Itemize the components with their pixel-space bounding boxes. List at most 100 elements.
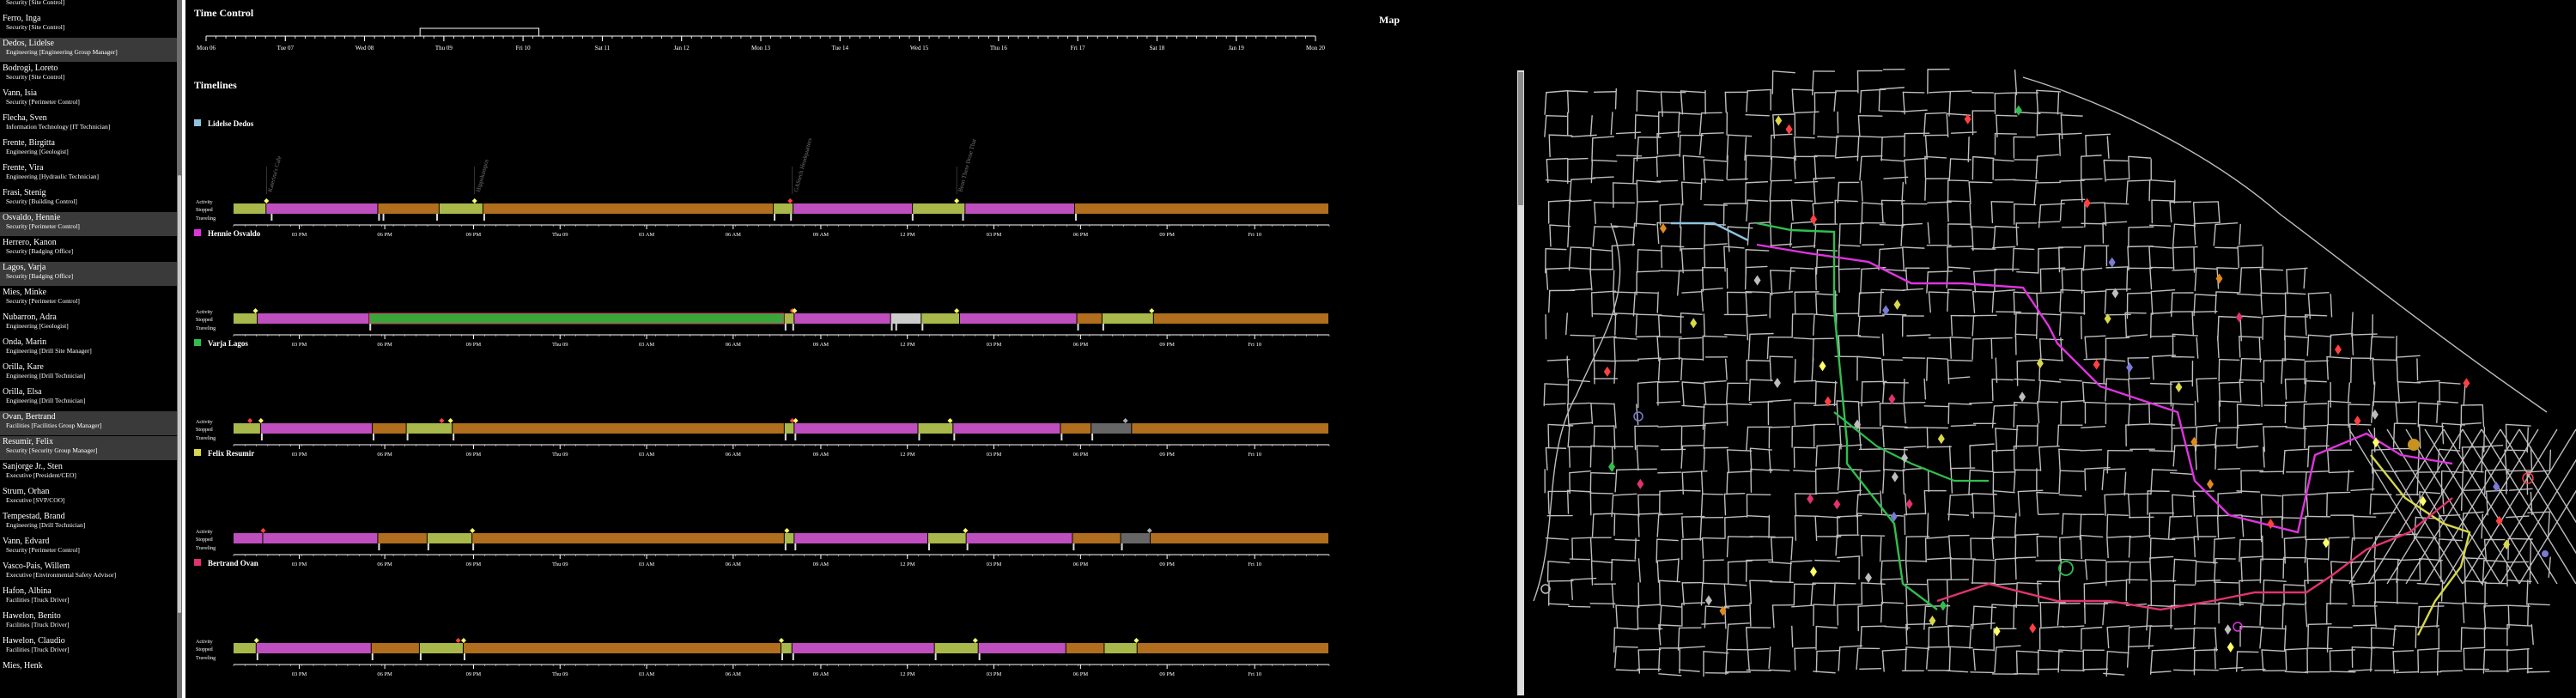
location-marker[interactable]: [1864, 572, 1872, 583]
travel-mark[interactable]: [1121, 543, 1123, 550]
stop-segment[interactable]: [1132, 423, 1328, 434]
stop-segment[interactable]: [234, 203, 266, 214]
location-marker[interactable]: [2371, 409, 2379, 420]
employee-item[interactable]: Ferro, Inga Security [Site Control]: [0, 13, 177, 37]
person-route[interactable]: [2370, 454, 2471, 636]
location-marker[interactable]: [1637, 478, 1644, 489]
location-marker[interactable]: [1833, 499, 1841, 510]
location-marker[interactable]: [1888, 393, 1896, 404]
location-marker[interactable]: [1854, 419, 1862, 430]
location-marker[interactable]: [1603, 366, 1611, 377]
location-marker[interactable]: [2235, 312, 2243, 323]
stop-segment[interactable]: [1102, 313, 1153, 324]
employee-item[interactable]: Herrero, Kanon Security [Badging Office]: [0, 237, 177, 261]
travel-mark[interactable]: [784, 434, 787, 440]
location-marker[interactable]: [2207, 479, 2215, 490]
location-marker[interactable]: [2058, 561, 2074, 576]
employee-item[interactable]: Sanjorge Jr., Sten Executive [President/C…: [0, 461, 177, 485]
activity-marker[interactable]: [787, 198, 793, 203]
location-marker[interactable]: [1785, 124, 1793, 135]
stop-segment[interactable]: [463, 643, 781, 653]
travel-mark[interactable]: [472, 543, 475, 550]
location-marker[interactable]: [2111, 288, 2119, 299]
location-marker[interactable]: [2093, 359, 2100, 370]
employee-item[interactable]: Hafon, Albina Facilities [Truck Driver]: [0, 586, 177, 610]
stop-segment[interactable]: [774, 203, 793, 214]
location-marker[interactable]: [1704, 595, 1712, 606]
location-marker[interactable]: [1810, 214, 1818, 225]
travel-mark[interactable]: [978, 653, 981, 660]
travel-mark[interactable]: [1077, 324, 1079, 331]
travel-mark[interactable]: [792, 653, 794, 660]
stop-segment[interactable]: [378, 533, 427, 543]
timelines-scrollbar[interactable]: [1517, 70, 1524, 695]
location-marker[interactable]: [2036, 358, 2044, 369]
stop-segment[interactable]: [373, 423, 406, 434]
activity-marker[interactable]: [963, 528, 969, 533]
location-marker[interactable]: [2227, 641, 2234, 652]
activity-marker[interactable]: [779, 638, 784, 643]
stop-segment[interactable]: [234, 313, 258, 324]
activity-marker[interactable]: [789, 418, 795, 423]
stop-segment[interactable]: [266, 203, 378, 214]
time-control-axis[interactable]: Mon 06 Tue 07 Wed 08 Thu 09 Fri 10 Sat 11 Jan …: [185, 17, 1525, 60]
location-marker[interactable]: [2267, 519, 2275, 530]
travel-mark[interactable]: [927, 543, 930, 550]
travel-mark[interactable]: [774, 214, 776, 221]
activity-marker[interactable]: [1122, 418, 1128, 423]
travel-mark[interactable]: [1074, 214, 1077, 221]
travel-mark[interactable]: [781, 653, 783, 660]
travel-mark[interactable]: [911, 214, 914, 221]
employee-item[interactable]: Nubarron, Adra Engineering [Geologist]: [0, 312, 177, 336]
travel-mark[interactable]: [934, 653, 937, 660]
employee-item[interactable]: Strum, Orhan Executive [SVP/COO]: [0, 486, 177, 510]
location-marker[interactable]: [2322, 537, 2330, 549]
stop-segment[interactable]: [234, 423, 260, 434]
activity-marker[interactable]: [947, 418, 953, 423]
stop-segment[interactable]: [378, 203, 439, 214]
travel-mark[interactable]: [1091, 434, 1094, 440]
person-route[interactable]: [1671, 222, 1749, 242]
location-marker[interactable]: [1775, 115, 1783, 126]
travel-mark[interactable]: [406, 434, 409, 440]
travel-mark[interactable]: [419, 653, 422, 660]
stop-segment[interactable]: [427, 533, 472, 543]
stop-segment[interactable]: [439, 203, 483, 214]
stop-segment[interactable]: [921, 313, 959, 324]
stop-segment[interactable]: [1091, 423, 1132, 434]
activity-marker[interactable]: [471, 198, 477, 203]
travel-mark[interactable]: [1060, 434, 1063, 440]
activity-marker[interactable]: [460, 638, 466, 643]
activity-marker[interactable]: [954, 308, 960, 313]
employee-item[interactable]: Lagos, Varja Security [Badging Office]: [0, 262, 177, 286]
location-marker[interactable]: [2215, 273, 2223, 284]
location-marker[interactable]: [1993, 626, 2001, 637]
activity-marker[interactable]: [439, 418, 445, 423]
location-marker[interactable]: [1807, 494, 1814, 505]
stop-segment[interactable]: [959, 313, 1077, 324]
stop-segment[interactable]: [1137, 643, 1328, 653]
stop-segment[interactable]: [419, 643, 463, 653]
employee-item[interactable]: Vann, Isia Security [Perimeter Control]: [0, 88, 177, 112]
location-marker[interactable]: [2104, 313, 2111, 325]
stop-segment[interactable]: [784, 313, 794, 324]
activity-marker[interactable]: [1146, 528, 1152, 533]
location-marker[interactable]: [2233, 622, 2243, 632]
travel-mark[interactable]: [921, 324, 924, 331]
travel-mark[interactable]: [260, 434, 263, 440]
employee-item[interactable]: Frente, Birgitta Engineering [Geologist]: [0, 137, 177, 161]
travel-mark[interactable]: [256, 653, 258, 660]
activity-marker[interactable]: [258, 418, 264, 423]
travel-mark[interactable]: [373, 434, 375, 440]
travel-mark[interactable]: [371, 653, 374, 660]
time-brush[interactable]: [419, 27, 540, 37]
stop-segment[interactable]: [1151, 533, 1328, 543]
travel-mark[interactable]: [1102, 324, 1104, 331]
stop-segment[interactable]: [1074, 203, 1328, 214]
activity-marker[interactable]: [1149, 308, 1155, 313]
stop-segment[interactable]: [794, 533, 927, 543]
location-marker[interactable]: [2175, 381, 2183, 392]
location-marker[interactable]: [2372, 437, 2379, 448]
stop-segment[interactable]: [234, 533, 263, 543]
location-marker[interactable]: [1773, 378, 1781, 389]
